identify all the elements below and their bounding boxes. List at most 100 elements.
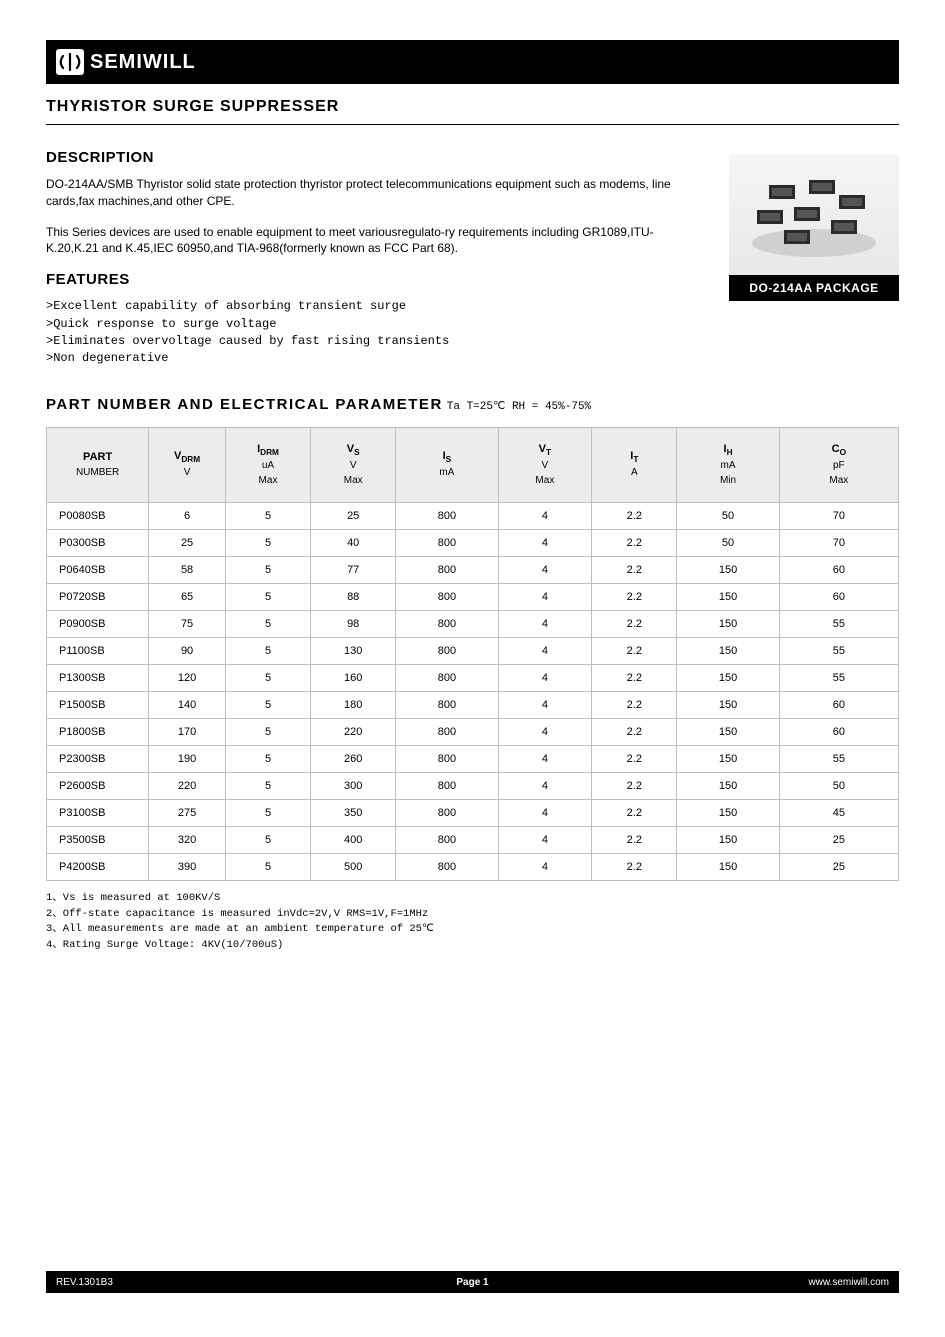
table-cell: 800 — [396, 799, 498, 826]
table-row: P1800SB170522080042.215060 — [47, 718, 899, 745]
table-row: P3500SB320540080042.215025 — [47, 826, 899, 853]
table-cell: P4200SB — [47, 853, 149, 880]
table-cell: 150 — [677, 610, 779, 637]
table-row: P0080SB652580042.25070 — [47, 502, 899, 529]
table-cell: 5 — [225, 718, 310, 745]
footer-revision: REV.1301B3 — [56, 1277, 113, 1288]
table-row: P1100SB90513080042.215055 — [47, 637, 899, 664]
table-cell: 2.2 — [592, 583, 677, 610]
table-cell: 98 — [311, 610, 396, 637]
table-cell: 300 — [311, 772, 396, 799]
table-cell: 800 — [396, 583, 498, 610]
table-cell: 4 — [498, 502, 592, 529]
table-column-header: IHmAMin — [677, 427, 779, 502]
table-row: P0720SB6558880042.215060 — [47, 583, 899, 610]
table-row: P4200SB390550080042.215025 — [47, 853, 899, 880]
footer-url: www.semiwill.com — [808, 1277, 889, 1288]
table-cell: 4 — [498, 556, 592, 583]
table-cell: 800 — [396, 610, 498, 637]
table-cell: 25 — [311, 502, 396, 529]
footer-bar: REV.1301B3 Page 1 www.semiwill.com — [46, 1271, 899, 1293]
table-cell: 2.2 — [592, 745, 677, 772]
table-cell: P0900SB — [47, 610, 149, 637]
table-cell: P0720SB — [47, 583, 149, 610]
table-cell: 275 — [149, 799, 226, 826]
table-column-header: VTVMax — [498, 427, 592, 502]
table-cell: 55 — [779, 610, 898, 637]
table-cell: 350 — [311, 799, 396, 826]
table-cell: 4 — [498, 826, 592, 853]
table-cell: 2.2 — [592, 718, 677, 745]
table-cell: 5 — [225, 745, 310, 772]
parameters-table: PARTNUMBERVDRMVIDRMuAMaxVSVMaxISmAVTVMax… — [46, 427, 899, 881]
table-cell: 220 — [149, 772, 226, 799]
table-cell: 75 — [149, 610, 226, 637]
table-cell: 2.2 — [592, 637, 677, 664]
table-cell: 150 — [677, 691, 779, 718]
table-cell: 400 — [311, 826, 396, 853]
feature-item: >Quick response to surge voltage — [46, 316, 705, 333]
table-header-row: PARTNUMBERVDRMVIDRMuAMaxVSVMaxISmAVTVMax… — [47, 427, 899, 502]
table-cell: 4 — [498, 529, 592, 556]
table-cell: 150 — [677, 745, 779, 772]
table-cell: 90 — [149, 637, 226, 664]
table-cell: 70 — [779, 502, 898, 529]
table-notes: 1、Vs is measured at 100KV/S2、Off-state c… — [46, 891, 899, 954]
table-cell: 4 — [498, 583, 592, 610]
table-cell: 120 — [149, 664, 226, 691]
table-cell: P2600SB — [47, 772, 149, 799]
table-cell: 25 — [779, 826, 898, 853]
package-card: DO-214AA PACKAGE — [729, 155, 899, 301]
table-cell: 2.2 — [592, 772, 677, 799]
table-cell: 260 — [311, 745, 396, 772]
note-line: 2、Off-state capacitance is measured inVd… — [46, 907, 899, 923]
table-row: P2600SB220530080042.215050 — [47, 772, 899, 799]
table-cell: 60 — [779, 718, 898, 745]
table-cell: 40 — [311, 529, 396, 556]
table-cell: 800 — [396, 502, 498, 529]
table-cell: 5 — [225, 772, 310, 799]
brand-header: SEMIWILL — [46, 40, 899, 84]
note-line: 3、All measurements are made at an ambien… — [46, 922, 899, 938]
table-cell: 5 — [225, 583, 310, 610]
table-cell: 150 — [677, 772, 779, 799]
brand-logo-icon — [56, 49, 84, 75]
table-cell: 77 — [311, 556, 396, 583]
table-cell: P1100SB — [47, 637, 149, 664]
table-cell: 170 — [149, 718, 226, 745]
description-paragraph-2: This Series devices are used to enable e… — [46, 224, 705, 258]
table-cell: 800 — [396, 637, 498, 664]
table-cell: 2.2 — [592, 691, 677, 718]
table-cell: 140 — [149, 691, 226, 718]
table-cell: 190 — [149, 745, 226, 772]
table-cell: 5 — [225, 853, 310, 880]
table-row: P1300SB120516080042.215055 — [47, 664, 899, 691]
brand-logo: SEMIWILL — [56, 49, 196, 75]
table-cell: 800 — [396, 745, 498, 772]
table-cell: 4 — [498, 664, 592, 691]
table-cell: P1800SB — [47, 718, 149, 745]
table-cell: 800 — [396, 772, 498, 799]
table-cell: 800 — [396, 529, 498, 556]
table-cell: 2.2 — [592, 799, 677, 826]
table-cell: 4 — [498, 691, 592, 718]
features-list: >Excellent capability of absorbing trans… — [46, 298, 705, 368]
feature-item: >Excellent capability of absorbing trans… — [46, 298, 705, 315]
table-cell: 60 — [779, 583, 898, 610]
table-column-header: VSVMax — [311, 427, 396, 502]
table-cell: 2.2 — [592, 610, 677, 637]
table-cell: 4 — [498, 718, 592, 745]
table-column-header: ISmA — [396, 427, 498, 502]
table-column-header: IDRMuAMax — [225, 427, 310, 502]
table-cell: 4 — [498, 853, 592, 880]
table-cell: 150 — [677, 718, 779, 745]
table-cell: 800 — [396, 853, 498, 880]
table-cell: 4 — [498, 772, 592, 799]
table-cell: 800 — [396, 556, 498, 583]
table-cell: P0640SB — [47, 556, 149, 583]
table-cell: 800 — [396, 718, 498, 745]
table-cell: 4 — [498, 745, 592, 772]
table-cell: 5 — [225, 556, 310, 583]
table-cell: 5 — [225, 502, 310, 529]
brand-name: SEMIWILL — [90, 51, 196, 74]
